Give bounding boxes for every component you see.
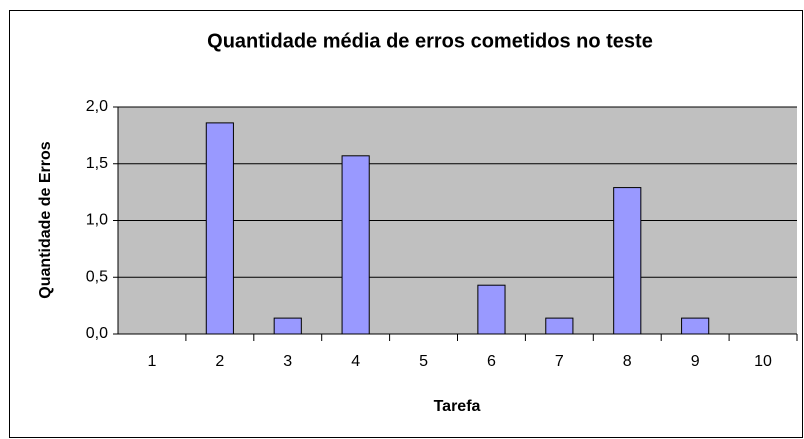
y-tick-label: 0,0 xyxy=(86,325,108,342)
y-tick-label: 1,0 xyxy=(86,212,108,229)
bar xyxy=(613,187,642,335)
y-tick-label: 0,5 xyxy=(86,268,108,285)
x-tick-label: 2 xyxy=(215,353,224,370)
bar xyxy=(545,317,574,335)
bar xyxy=(681,317,710,335)
x-tick-label: 7 xyxy=(555,353,564,370)
y-tick-label: 1,5 xyxy=(86,155,108,172)
bar xyxy=(477,284,506,335)
x-tick-label: 1 xyxy=(147,353,156,370)
y-tick-label: 2,0 xyxy=(86,98,108,115)
x-tick-label: 5 xyxy=(419,353,428,370)
x-tick-label: 8 xyxy=(623,353,632,370)
x-axis-label: Tarefa xyxy=(434,398,481,415)
bar xyxy=(273,317,302,335)
x-tick-label: 9 xyxy=(691,353,700,370)
x-tick-label: 4 xyxy=(351,353,360,370)
x-tick-label: 10 xyxy=(754,353,772,370)
x-tick-label: 3 xyxy=(283,353,292,370)
chart-title: Quantidade média de erros cometidos no t… xyxy=(207,30,653,52)
bar xyxy=(341,155,370,335)
y-axis-label: Quantidade de Erros xyxy=(37,141,54,298)
x-tick-label: 6 xyxy=(487,353,496,370)
bar xyxy=(205,122,234,335)
